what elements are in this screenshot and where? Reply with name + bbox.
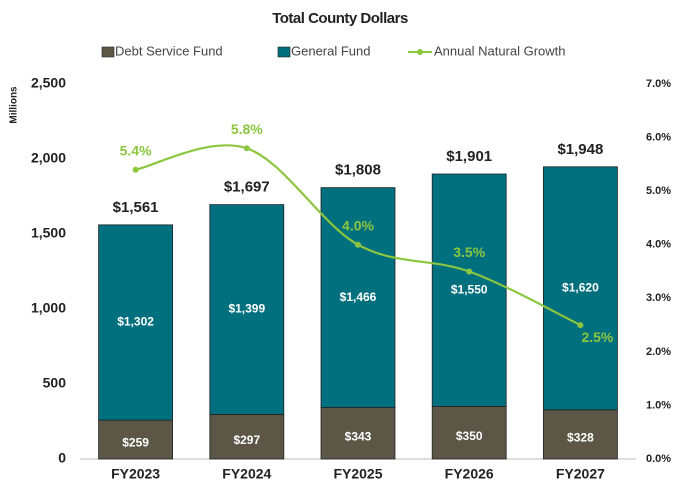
growth-point (132, 166, 139, 173)
total-label: $1,808 (335, 162, 381, 179)
bar-value-label: $328 (567, 431, 594, 445)
y-tick-label: 1,500 (31, 225, 66, 241)
growth-point (355, 241, 361, 248)
growth-label: 5.8% (231, 121, 263, 137)
bar-value-label: $1,550 (451, 282, 488, 296)
legend-marker (417, 49, 423, 55)
legend-label: Annual Natural Growth (434, 43, 566, 58)
bar (431, 406, 507, 460)
y-axis-label: Millions (9, 86, 20, 124)
y2-tick-label: 7.0% (646, 78, 671, 90)
x-tick-label: FY2027 (556, 466, 605, 482)
bar-value-label: $259 (122, 436, 149, 450)
bar (320, 407, 396, 460)
growth-label: 2.5% (581, 329, 613, 345)
total-label: $1,901 (446, 148, 492, 165)
bar-value-label: $1,466 (340, 290, 377, 304)
bar-value-label: $350 (456, 429, 483, 443)
x-tick-label: FY2026 (445, 466, 494, 482)
growth-label: 3.5% (453, 244, 485, 260)
x-tick-label: FY2025 (333, 466, 382, 482)
y-tick-label: 2,500 (31, 75, 66, 91)
total-label: $1,697 (224, 179, 270, 196)
bar (543, 409, 618, 460)
y-tick-label: 500 (43, 375, 67, 391)
chart-title: Total County Dollars (272, 10, 408, 27)
y2-tick-label: 2.0% (646, 346, 671, 358)
y-tick-label: 2,000 (31, 150, 66, 166)
y2-tick-label: 5.0% (646, 185, 671, 197)
bar-value-label: $1,399 (228, 302, 265, 316)
legend-swatch (277, 46, 291, 58)
y2-tick-label: 4.0% (646, 239, 671, 251)
total-label: $1,948 (557, 141, 603, 158)
bar (98, 419, 173, 460)
growth-label: 5.4% (120, 142, 152, 158)
growth-point (243, 145, 250, 152)
growth-label: 4.0% (342, 217, 374, 233)
y-tick-label: 0 (58, 450, 66, 466)
legend-swatch (101, 46, 115, 58)
bar-value-label: $297 (233, 433, 260, 447)
y-tick-label: 1,000 (31, 300, 66, 316)
y2-tick-label: 0.0% (646, 453, 671, 465)
bar (431, 173, 507, 407)
bar-value-label: $343 (345, 429, 372, 443)
total-label: $1,561 (113, 199, 159, 216)
bar-value-label: $1,620 (562, 280, 599, 294)
x-tick-label: FY2024 (222, 466, 271, 482)
growth-point (577, 322, 584, 329)
bar-value-label: $1,302 (117, 315, 154, 329)
y2-tick-label: 6.0% (646, 131, 671, 143)
x-tick-label: FY2023 (111, 466, 160, 482)
growth-point (466, 268, 473, 275)
y2-tick-label: 1.0% (646, 399, 671, 411)
legend-label: Debt Service Fund (115, 43, 223, 58)
bar (98, 224, 173, 421)
y2-tick-label: 3.0% (646, 292, 671, 304)
bar (209, 204, 285, 415)
legend-label: General Fund (291, 43, 371, 58)
bar (543, 166, 618, 411)
